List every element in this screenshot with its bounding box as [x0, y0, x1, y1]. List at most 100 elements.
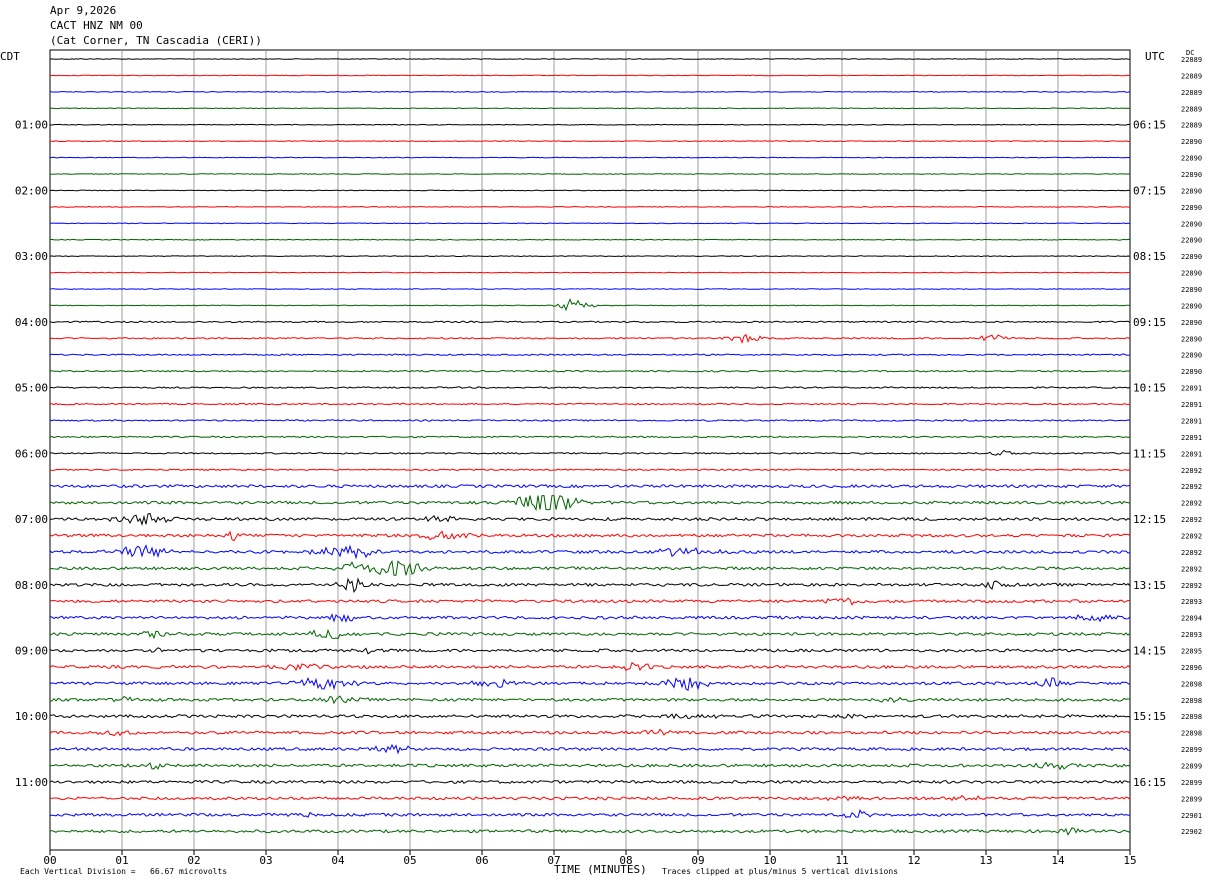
trace-line: [49, 205, 1131, 208]
dc-offset-label: 22890: [1181, 302, 1202, 310]
x-tick-label: 06: [475, 854, 488, 867]
right-hour-label: 12:15: [1133, 513, 1166, 526]
dc-offset-label: 22891: [1181, 401, 1202, 409]
dc-offset-label: 22898: [1181, 730, 1202, 738]
trace-line: [49, 647, 1131, 655]
x-tick-label: 15: [1123, 854, 1136, 867]
trace-line: [49, 173, 1131, 175]
x-tick-label: 00: [43, 854, 56, 867]
dc-offset-label: 22890: [1181, 368, 1202, 376]
trace-line: [49, 743, 1131, 755]
right-hour-label: 08:15: [1133, 250, 1166, 263]
dc-offset-label: 22889: [1181, 122, 1202, 130]
right-hour-label: 10:15: [1133, 382, 1166, 395]
trace-line: [49, 435, 1131, 439]
x-tick-label: 14: [1051, 854, 1065, 867]
trace-line: [49, 661, 1131, 672]
x-tick-label: 04: [331, 854, 345, 867]
x-tick-label: 05: [403, 854, 416, 867]
left-hour-label: 05:00: [15, 382, 48, 395]
dc-offset-label: 22892: [1181, 483, 1202, 491]
dc-offset-label: 22890: [1181, 319, 1202, 327]
trace-line: [49, 577, 1131, 594]
dc-header-label: DC: [1186, 49, 1195, 57]
trace-line: [49, 761, 1131, 771]
dc-offset-label: 22890: [1181, 171, 1202, 179]
dc-offset-label: 22899: [1181, 795, 1202, 803]
trace-line: [49, 107, 1131, 110]
dc-offset-label: 22895: [1181, 647, 1202, 655]
trace-line: [49, 794, 1131, 802]
left-hour-label: 11:00: [15, 776, 48, 789]
x-tick-label: 01: [115, 854, 128, 867]
left-hour-label: 09:00: [15, 644, 48, 657]
dc-offset-label: 22902: [1181, 828, 1202, 836]
x-tick-label: 10: [763, 854, 776, 867]
x-tick-label: 07: [547, 854, 560, 867]
dc-offset-label: 22901: [1181, 812, 1202, 820]
dc-offset-label: 22890: [1181, 286, 1202, 294]
left-hour-label: 07:00: [15, 513, 48, 526]
dc-offset-label: 22893: [1181, 631, 1202, 639]
trace-line: [49, 628, 1131, 640]
right-hour-label: 14:15: [1133, 644, 1166, 657]
plot-frame: [49, 49, 1131, 851]
scale-note: Each Vertical Division = 66.67 microvolt…: [20, 867, 228, 876]
trace-line: [49, 530, 1131, 542]
trace-line: [49, 320, 1131, 324]
dc-offset-label: 22890: [1181, 204, 1202, 212]
dc-offset-label: 22891: [1181, 385, 1202, 393]
trace-line: [49, 544, 1131, 560]
trace-line: [49, 597, 1131, 606]
trace-line: [49, 90, 1131, 93]
dc-offset-label: 22892: [1181, 516, 1202, 524]
trace-line: [49, 695, 1130, 705]
left-timezone-label: CDT: [0, 50, 20, 63]
left-hour-label: 02:00: [15, 184, 48, 197]
right-hour-label: 15:15: [1133, 710, 1166, 723]
dc-offset-label: 22899: [1181, 762, 1202, 770]
trace-line: [49, 271, 1131, 274]
x-tick-label: 13: [979, 854, 992, 867]
dc-offset-label: 22890: [1181, 335, 1202, 343]
trace-line: [49, 156, 1131, 159]
x-tick-label: 03: [259, 854, 272, 867]
left-hour-label: 08:00: [15, 579, 48, 592]
dc-offset-label: 22898: [1181, 713, 1202, 721]
x-axis-title: TIME (MINUTES): [554, 863, 647, 876]
x-tick-label: 12: [907, 854, 920, 867]
right-hour-label: 09:15: [1133, 316, 1166, 329]
clip-note: Traces clipped at plus/minus 5 vertical …: [662, 867, 899, 876]
trace-line: [49, 512, 1131, 526]
left-hour-label: 03:00: [15, 250, 48, 263]
dc-offset-label: 22896: [1181, 664, 1202, 672]
left-hour-label: 10:00: [15, 710, 48, 723]
location-label: (Cat Corner, TN Cascadia (CERI)): [50, 34, 262, 47]
trace-line: [49, 613, 1131, 623]
trace-line: [49, 484, 1131, 489]
station-label: CACT HNZ NM 00: [50, 19, 143, 32]
right-hour-label: 16:15: [1133, 776, 1166, 789]
trace-line: [49, 353, 1131, 356]
dc-offset-label: 22890: [1181, 352, 1202, 360]
trace-line: [49, 809, 1131, 819]
x-tick-label: 02: [187, 854, 200, 867]
dc-offset-label: 22890: [1181, 270, 1202, 278]
trace-line: [50, 298, 1131, 312]
trace-line: [49, 333, 1131, 344]
left-hour-label: 06:00: [15, 447, 48, 460]
x-tick-label: 08: [619, 854, 632, 867]
trace-line: [49, 238, 1131, 241]
dc-offset-label: 22898: [1181, 680, 1202, 688]
trace-line: [49, 677, 1131, 692]
trace-line: [49, 779, 1130, 784]
dc-offset-label: 22892: [1181, 532, 1202, 540]
dc-offset-label: 22890: [1181, 253, 1202, 261]
x-tick-label: 09: [691, 854, 704, 867]
dc-offset-label: 22899: [1181, 779, 1202, 787]
trace-line: [49, 288, 1130, 290]
left-hour-label: 04:00: [15, 316, 48, 329]
trace-line: [49, 74, 1131, 77]
trace-line: [49, 58, 1131, 60]
